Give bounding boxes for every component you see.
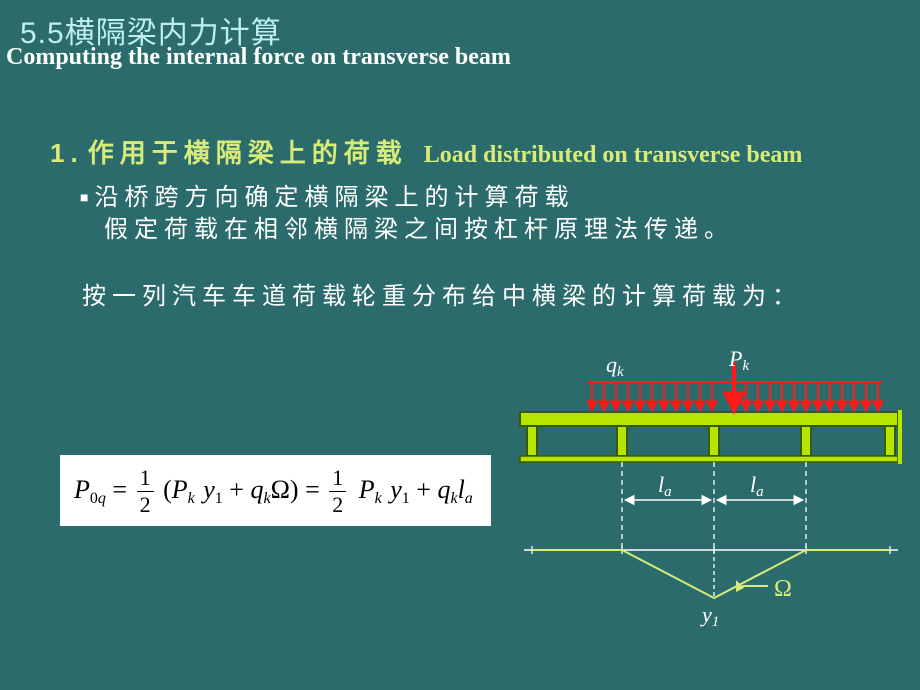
section-num: 1. bbox=[50, 138, 84, 168]
formula: P0q = 12 (Pk y1 + qkΩ) = 12 Pk y1 + qkla bbox=[60, 455, 491, 526]
body-line: 按一列汽车车道荷载轮重分布给中横梁的计算荷载为： bbox=[82, 276, 802, 311]
svg-text:Ω: Ω bbox=[774, 576, 792, 602]
section-title: 1. 作用于横隔梁上的荷载 Load distributed on transv… bbox=[50, 133, 802, 170]
bullet-block: ■ 沿桥跨方向确定横隔梁上的计算荷载 假定荷载在相邻横隔梁之间按杠杆原理法传递。 bbox=[80, 182, 734, 247]
bullet-line1: 沿桥跨方向确定横隔梁上的计算荷载 bbox=[94, 185, 574, 211]
page-title-en: Computing the internal force on transver… bbox=[6, 44, 511, 71]
svg-text:qk: qk bbox=[606, 352, 624, 380]
section-en: Load distributed on transverse beam bbox=[424, 142, 803, 168]
beam-diagram: qkPklalay1Ω bbox=[474, 350, 904, 650]
svg-text:Pk: Pk bbox=[728, 346, 749, 374]
bullet-icon: ■ bbox=[80, 191, 88, 206]
svg-text:la: la bbox=[658, 472, 672, 500]
section-cn: 作用于横隔梁上的荷载 bbox=[88, 138, 408, 168]
bullet-line2: 假定荷载在相邻横隔梁之间按杠杆原理法传递。 bbox=[104, 217, 734, 243]
svg-text:y1: y1 bbox=[700, 602, 719, 630]
svg-text:la: la bbox=[750, 472, 764, 500]
